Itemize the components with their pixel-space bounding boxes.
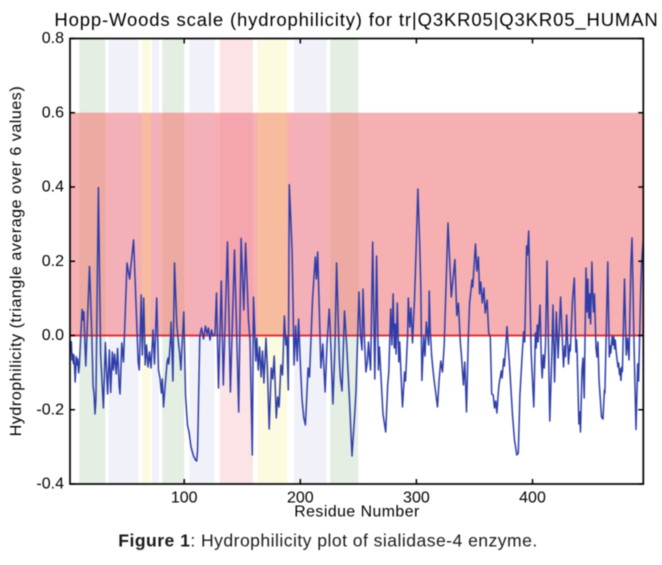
svg-text:-0.4: -0.4 [36, 476, 64, 493]
svg-text:400: 400 [519, 489, 546, 506]
svg-text:0.0: 0.0 [42, 327, 64, 344]
svg-text:300: 300 [403, 489, 430, 506]
svg-text:0.2: 0.2 [42, 253, 64, 270]
svg-text:Residue Number: Residue Number [294, 503, 420, 520]
svg-text:100: 100 [171, 489, 198, 506]
svg-text:Hydrophilicity (triangle avera: Hydrophilicity (triangle average over 6 … [8, 86, 25, 436]
svg-text:0.4: 0.4 [42, 179, 64, 196]
svg-text:Hopp-Woods scale (hydrophilici: Hopp-Woods scale (hydrophilicity) for tr… [54, 9, 658, 31]
svg-text:200: 200 [287, 489, 314, 506]
svg-text:0.6: 0.6 [42, 104, 64, 121]
svg-text:0.8: 0.8 [42, 30, 64, 47]
svg-text:-0.2: -0.2 [36, 401, 64, 418]
svg-text:Figure 1: Hydrophilicity plot: Figure 1: Hydrophilicity plot of sialida… [118, 531, 537, 551]
